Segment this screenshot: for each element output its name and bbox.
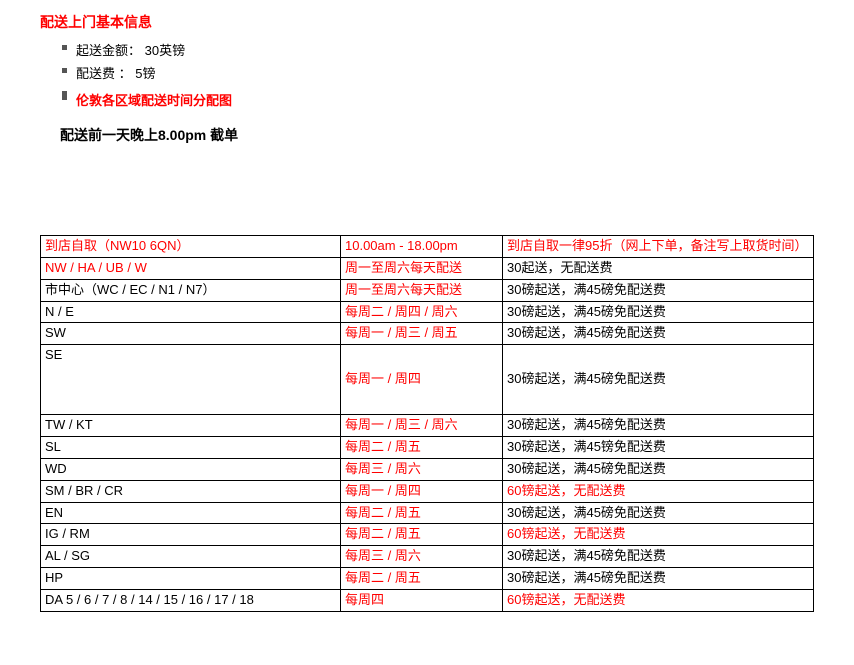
table-row: HP每周二 / 周五30磅起送，满45磅免配送费 xyxy=(41,568,814,590)
table-row: 到店自取（NW10 6QN）10.00am - 18.00pm到店自取一律95折… xyxy=(41,236,814,258)
vertical-spacer xyxy=(40,145,814,235)
note-cell: 30磅起送，满45磅免配送费 xyxy=(503,546,814,568)
section-title: 配送上门基本信息 xyxy=(40,12,814,32)
delivery-schedule-table: 到店自取（NW10 6QN）10.00am - 18.00pm到店自取一律95折… xyxy=(40,235,814,612)
table-row: IG / RM每周二 / 周五60镑起送，无配送费 xyxy=(41,524,814,546)
cutoff-notice: 配送前一天晚上8.00pm 截单 xyxy=(60,125,814,145)
note-cell: 30起送，无配送费 xyxy=(503,257,814,279)
schedule-cell: 每周三 / 周六 xyxy=(341,458,503,480)
area-cell: SE xyxy=(41,345,341,415)
schedule-cell: 每周一 / 周四 xyxy=(341,480,503,502)
note-cell: 30磅起送，满45磅免配送费 xyxy=(503,279,814,301)
table-row: WD每周三 / 周六30磅起送，满45磅免配送费 xyxy=(41,458,814,480)
schedule-cell: 每周三 / 周六 xyxy=(341,546,503,568)
table-row: SM / BR / CR每周一 / 周四60镑起送，无配送费 xyxy=(41,480,814,502)
area-cell: WD xyxy=(41,458,341,480)
note-cell: 30磅起送，满45磅免配送费 xyxy=(503,502,814,524)
bullet-text: 配送费 ： 5镑 xyxy=(76,66,155,81)
area-cell: EN xyxy=(41,502,341,524)
table-row: SW每周一 / 周三 / 周五30磅起送，满45磅免配送费 xyxy=(41,323,814,345)
area-cell: 到店自取（NW10 6QN） xyxy=(41,236,341,258)
info-bullet-highlight: 伦敦各区域配送时间分配图 xyxy=(62,88,814,111)
schedule-cell: 每周四 xyxy=(341,589,503,611)
area-cell: SW xyxy=(41,323,341,345)
area-cell: AL / SG xyxy=(41,546,341,568)
table-row: SE每周一 / 周四30磅起送，满45磅免配送费 xyxy=(41,345,814,415)
schedule-cell: 每周二 / 周五 xyxy=(341,502,503,524)
page-root: 配送上门基本信息 起送金额： 30英镑 配送费 ： 5镑 伦敦各区域配送时间分配… xyxy=(0,0,854,632)
note-cell: 30磅起送，满45镑免配送费 xyxy=(503,437,814,459)
bullet-text: 伦敦各区域配送时间分配图 xyxy=(76,93,232,108)
table-row: 市中心（WC / EC / N1 / N7）周一至周六每天配送30磅起送，满45… xyxy=(41,279,814,301)
info-bullet: 起送金额： 30英镑 xyxy=(62,38,814,61)
area-cell: N / E xyxy=(41,301,341,323)
schedule-cell: 周一至周六每天配送 xyxy=(341,279,503,301)
bullet-text: 起送金额： 30英镑 xyxy=(76,43,185,58)
schedule-cell: 每周一 / 周三 / 周六 xyxy=(341,415,503,437)
note-cell: 30磅起送，满45磅免配送费 xyxy=(503,458,814,480)
schedule-cell: 周一至周六每天配送 xyxy=(341,257,503,279)
schedule-cell: 每周二 / 周五 xyxy=(341,437,503,459)
schedule-cell: 每周一 / 周三 / 周五 xyxy=(341,323,503,345)
table-row: TW / KT每周一 / 周三 / 周六30磅起送，满45磅免配送费 xyxy=(41,415,814,437)
schedule-cell: 10.00am - 18.00pm xyxy=(341,236,503,258)
table-row: N / E每周二 / 周四 / 周六30磅起送，满45磅免配送费 xyxy=(41,301,814,323)
area-cell: HP xyxy=(41,568,341,590)
note-cell: 30磅起送，满45磅免配送费 xyxy=(503,415,814,437)
area-cell: TW / KT xyxy=(41,415,341,437)
table-row: NW / HA / UB / W周一至周六每天配送30起送，无配送费 xyxy=(41,257,814,279)
info-bullet-list: 起送金额： 30英镑 配送费 ： 5镑 伦敦各区域配送时间分配图 xyxy=(40,38,814,111)
note-cell: 30磅起送，满45磅免配送费 xyxy=(503,301,814,323)
note-cell: 60镑起送，无配送费 xyxy=(503,524,814,546)
note-cell: 30磅起送，满45磅免配送费 xyxy=(503,323,814,345)
schedule-cell: 每周二 / 周四 / 周六 xyxy=(341,301,503,323)
table-row: AL / SG每周三 / 周六30磅起送，满45磅免配送费 xyxy=(41,546,814,568)
schedule-cell: 每周二 / 周五 xyxy=(341,568,503,590)
schedule-cell: 每周二 / 周五 xyxy=(341,524,503,546)
note-cell: 30磅起送，满45磅免配送费 xyxy=(503,345,814,415)
table-row: DA 5 / 6 / 7 / 8 / 14 / 15 / 16 / 17 / 1… xyxy=(41,589,814,611)
area-cell: SL xyxy=(41,437,341,459)
note-cell: 到店自取一律95折（网上下单，备注写上取货时间） xyxy=(503,236,814,258)
area-cell: DA 5 / 6 / 7 / 8 / 14 / 15 / 16 / 17 / 1… xyxy=(41,589,341,611)
info-bullet: 配送费 ： 5镑 xyxy=(62,61,814,84)
area-cell: 市中心（WC / EC / N1 / N7） xyxy=(41,279,341,301)
note-cell: 60镑起送，无配送费 xyxy=(503,589,814,611)
table-row: SL每周二 / 周五30磅起送，满45镑免配送费 xyxy=(41,437,814,459)
area-cell: SM / BR / CR xyxy=(41,480,341,502)
note-cell: 60镑起送，无配送费 xyxy=(503,480,814,502)
schedule-cell: 每周一 / 周四 xyxy=(341,345,503,415)
area-cell: IG / RM xyxy=(41,524,341,546)
note-cell: 30磅起送，满45磅免配送费 xyxy=(503,568,814,590)
table-row: EN每周二 / 周五30磅起送，满45磅免配送费 xyxy=(41,502,814,524)
area-cell: NW / HA / UB / W xyxy=(41,257,341,279)
